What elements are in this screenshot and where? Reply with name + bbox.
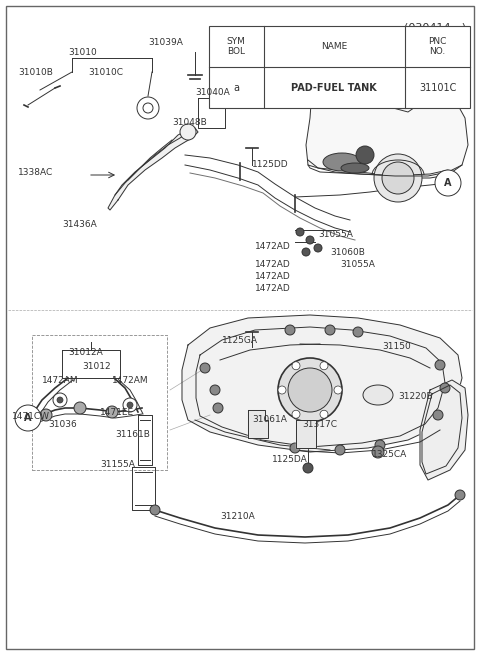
- Text: 31010: 31010: [68, 48, 97, 57]
- Circle shape: [288, 368, 332, 412]
- Circle shape: [440, 383, 450, 393]
- Polygon shape: [108, 128, 198, 210]
- Text: 1125GA: 1125GA: [222, 336, 258, 345]
- Text: SYM
BOL: SYM BOL: [227, 37, 246, 56]
- Ellipse shape: [363, 385, 393, 405]
- Circle shape: [382, 162, 414, 194]
- Ellipse shape: [323, 153, 361, 171]
- Polygon shape: [248, 410, 268, 438]
- Text: 31010C: 31010C: [88, 68, 123, 77]
- Circle shape: [213, 403, 223, 413]
- Text: 1471CW: 1471CW: [12, 412, 50, 421]
- Text: 31012: 31012: [82, 362, 110, 371]
- Circle shape: [320, 362, 328, 370]
- Circle shape: [40, 409, 52, 421]
- Circle shape: [435, 170, 461, 196]
- Text: 31039A: 31039A: [148, 38, 183, 47]
- Text: NAME: NAME: [321, 42, 348, 51]
- Ellipse shape: [341, 163, 369, 173]
- Text: 31040A: 31040A: [195, 88, 230, 97]
- Text: 31220B: 31220B: [398, 392, 432, 401]
- Text: 31317C: 31317C: [302, 420, 337, 429]
- Circle shape: [285, 325, 295, 335]
- Circle shape: [455, 490, 465, 500]
- Bar: [209, 26, 470, 108]
- Circle shape: [306, 236, 314, 244]
- Circle shape: [290, 443, 300, 453]
- Circle shape: [302, 248, 310, 256]
- Circle shape: [57, 397, 63, 403]
- Circle shape: [372, 446, 384, 458]
- Circle shape: [127, 402, 133, 408]
- Text: A: A: [24, 413, 32, 423]
- Circle shape: [137, 97, 159, 119]
- Circle shape: [74, 402, 86, 414]
- Text: 1471EE: 1471EE: [100, 408, 134, 417]
- Text: 31150: 31150: [382, 342, 411, 351]
- Circle shape: [325, 325, 335, 335]
- Circle shape: [353, 327, 363, 337]
- Circle shape: [106, 406, 118, 418]
- Circle shape: [375, 440, 385, 450]
- Circle shape: [180, 124, 196, 140]
- Bar: [32, 335, 167, 470]
- Circle shape: [292, 410, 300, 419]
- Circle shape: [356, 146, 374, 164]
- Text: 31055A: 31055A: [340, 260, 375, 269]
- Text: 1472AD: 1472AD: [255, 242, 291, 251]
- Circle shape: [15, 405, 41, 431]
- Text: A: A: [444, 178, 452, 188]
- Circle shape: [374, 154, 422, 202]
- Circle shape: [314, 244, 322, 252]
- Circle shape: [296, 228, 304, 236]
- Text: 31010B: 31010B: [18, 68, 53, 77]
- Circle shape: [123, 398, 137, 412]
- Text: 31036: 31036: [48, 420, 77, 429]
- Text: 31012A: 31012A: [68, 348, 103, 357]
- Circle shape: [303, 463, 313, 473]
- Circle shape: [150, 505, 160, 515]
- Text: 1472AM: 1472AM: [42, 376, 79, 385]
- Text: 31210A: 31210A: [220, 512, 255, 521]
- Text: PNC
NO.: PNC NO.: [429, 37, 447, 56]
- Text: 31060B: 31060B: [330, 248, 365, 257]
- Circle shape: [278, 358, 342, 422]
- Circle shape: [320, 410, 328, 419]
- Text: 1472AD: 1472AD: [255, 284, 291, 293]
- Circle shape: [334, 386, 342, 394]
- Text: 1338AC: 1338AC: [18, 168, 53, 177]
- Text: (030414 - ): (030414 - ): [404, 22, 466, 32]
- Text: 1472AD: 1472AD: [255, 260, 291, 269]
- Circle shape: [210, 385, 220, 395]
- Circle shape: [53, 393, 67, 407]
- Text: 31161B: 31161B: [115, 430, 150, 439]
- Circle shape: [433, 410, 443, 420]
- Polygon shape: [420, 380, 468, 480]
- Text: 31055A: 31055A: [318, 230, 353, 239]
- Text: a: a: [233, 83, 239, 92]
- Circle shape: [200, 363, 210, 373]
- Text: 31436A: 31436A: [62, 220, 97, 229]
- Circle shape: [143, 103, 153, 113]
- Text: 1325CA: 1325CA: [372, 450, 407, 459]
- Text: 1125DA: 1125DA: [272, 455, 308, 464]
- Circle shape: [278, 386, 286, 394]
- Polygon shape: [296, 420, 316, 448]
- Circle shape: [335, 445, 345, 455]
- Polygon shape: [182, 315, 462, 452]
- Text: 1472AD: 1472AD: [255, 272, 291, 281]
- Circle shape: [292, 362, 300, 370]
- Text: PAD-FUEL TANK: PAD-FUEL TANK: [291, 83, 377, 92]
- Polygon shape: [306, 78, 468, 178]
- Text: 31155A: 31155A: [100, 460, 135, 469]
- Circle shape: [435, 360, 445, 370]
- Text: 1125DD: 1125DD: [252, 160, 288, 169]
- Text: 31061A: 31061A: [252, 415, 287, 424]
- Text: 1472AM: 1472AM: [112, 376, 149, 385]
- Text: 31048B: 31048B: [172, 118, 207, 127]
- Text: 31101C: 31101C: [419, 83, 456, 92]
